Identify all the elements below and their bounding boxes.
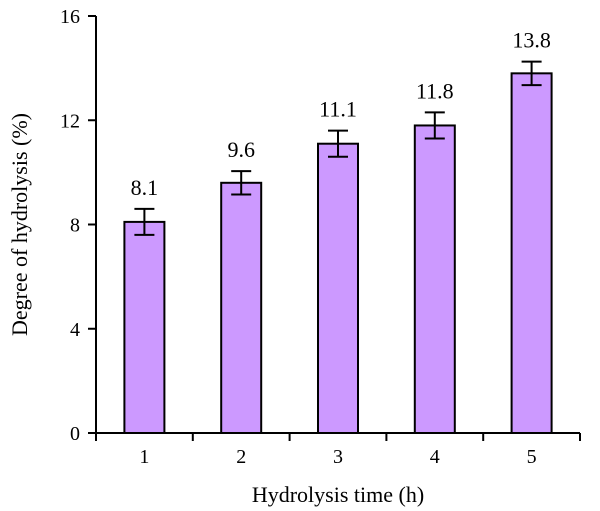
error-bars-group (134, 60, 542, 236)
bar (413, 124, 456, 435)
data-label: 8.1 (131, 175, 159, 200)
data-label: 11.8 (416, 78, 454, 103)
data-label: 13.8 (512, 28, 551, 53)
y-ticks-group: 0 4 8 12 16 (60, 6, 96, 445)
x-tick-label: 3 (333, 446, 343, 468)
y-tick-label: 16 (60, 6, 80, 28)
bar (220, 181, 263, 434)
bar (123, 220, 166, 434)
x-tick-label: 5 (527, 446, 537, 468)
y-tick-label: 4 (70, 319, 80, 341)
bar (510, 72, 553, 435)
x-tick-label: 4 (430, 446, 440, 468)
y-tick-label: 8 (70, 215, 80, 237)
x-axis-title: Hydrolysis time (h) (252, 482, 424, 507)
data-labels-group: 8.1 9.6 11.1 11.8 13.8 (131, 28, 551, 200)
bar (317, 142, 359, 435)
bars-group (123, 72, 553, 435)
x-ticks-group: 1 2 3 4 5 (95, 433, 581, 468)
data-label: 9.6 (227, 137, 255, 162)
data-label: 11.1 (319, 97, 357, 122)
y-tick-label: 0 (70, 423, 80, 445)
x-tick-label: 2 (236, 446, 246, 468)
y-tick-label: 12 (60, 110, 80, 132)
x-tick-label: 1 (139, 446, 149, 468)
y-axis-title: Degree of hydrolysis (%) (7, 113, 32, 336)
